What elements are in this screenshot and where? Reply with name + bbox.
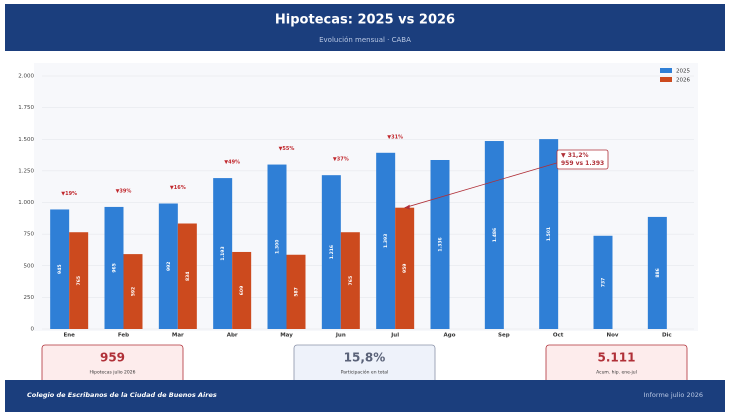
value-label: 959 [402, 264, 408, 273]
bar [177, 223, 197, 329]
footer-left: Colegio de Escribanos de la Ciudad de Bu… [27, 391, 217, 399]
value-label: 834 [185, 272, 191, 281]
x-tick-label: May [280, 333, 293, 339]
value-label: 1.300 [275, 240, 281, 254]
bar [376, 152, 396, 329]
change-label: ▼31% [387, 134, 403, 140]
change-label: ▼39% [116, 188, 132, 194]
x-tick-label: Sep [498, 333, 510, 339]
y-tick-label: 250 [24, 295, 35, 301]
bar [286, 254, 306, 329]
bar [213, 178, 233, 329]
value-label: 737 [601, 278, 607, 287]
x-tick-label: Mar [172, 333, 184, 339]
y-tick-label: 1.250 [18, 168, 34, 174]
x-tick-label: Jul [390, 333, 399, 339]
change-label: ▼55% [279, 146, 295, 152]
bar [395, 207, 415, 329]
title: Hipotecas: 2025 vs 2026 [275, 13, 455, 28]
bar [158, 203, 178, 329]
change-label: ▼37% [333, 157, 349, 163]
bar [430, 159, 450, 329]
kpi-value: 959 [100, 351, 125, 365]
x-tick-label: Dic [662, 333, 672, 339]
callout-arrow [404, 161, 561, 209]
subtitle: Evolución mensual · CABA [319, 36, 411, 44]
change-label: ▼16% [170, 185, 186, 191]
legend-label: 2026 [676, 78, 690, 84]
header-bg [5, 4, 725, 51]
bar [593, 235, 613, 329]
arrow-head [404, 204, 410, 210]
y-tick-label: 2.000 [18, 74, 34, 80]
x-tick-label: Feb [118, 333, 129, 339]
value-label: 587 [294, 287, 300, 296]
value-label: 1.216 [329, 245, 335, 259]
value-label: 765 [76, 276, 82, 285]
bar [50, 209, 70, 329]
y-tick-label: 500 [24, 263, 35, 269]
value-label: 1.193 [220, 246, 226, 260]
bar [267, 164, 287, 329]
kpi-value: 15,8% [344, 351, 386, 365]
footer-right: Informe julio 2026 [644, 391, 703, 399]
value-label: 1.486 [492, 228, 498, 242]
kpi-row: 959 Hipotecas julio 2026 15,8% Participació… [41, 344, 688, 386]
value-label: 886 [655, 268, 661, 277]
bar [321, 175, 341, 329]
change-label: ▼19% [61, 191, 77, 197]
legend-swatch [660, 77, 672, 82]
value-label: 945 [57, 265, 63, 274]
value-label: 592 [131, 287, 137, 296]
bar [69, 232, 89, 329]
change-label: ▼49% [224, 160, 240, 166]
x-tick-label: Jun [335, 333, 346, 339]
x-tick-label: Ago [444, 333, 456, 339]
x-tick-label: Ene [63, 333, 75, 339]
y-tick-label: 1.000 [18, 200, 34, 206]
legend-label: 2025 [676, 69, 690, 75]
value-label: 765 [348, 276, 354, 285]
legend-swatch [660, 68, 672, 73]
bar [340, 232, 360, 329]
bar [232, 251, 252, 329]
kpi-label: Participación en total [341, 369, 389, 376]
footer-bg [5, 380, 725, 412]
bar [647, 216, 667, 329]
value-label: 992 [166, 262, 172, 271]
x-tick-label: Nov [607, 333, 619, 339]
callout-text: ▼ 31,2% [561, 152, 589, 159]
value-label: 1.501 [546, 227, 552, 241]
bar [123, 254, 143, 329]
callout-box [556, 149, 609, 170]
y-tick-label: 750 [24, 232, 35, 238]
x-tick-label: Abr [227, 333, 238, 339]
y-tick-label: 1.500 [18, 137, 34, 143]
y-tick-label: 0 [31, 327, 35, 333]
value-label: 1.393 [383, 234, 389, 248]
y-tick-label: 1.750 [18, 105, 34, 111]
kpi-value: 5.111 [598, 351, 636, 365]
value-label: 609 [239, 286, 245, 295]
value-label: 1.336 [438, 237, 444, 251]
bar [539, 139, 559, 329]
bar [104, 206, 124, 329]
bar [484, 141, 504, 329]
value-label: 965 [112, 263, 118, 272]
kpi-label: Hipotecas julio 2026 [89, 370, 135, 376]
kpi-label: Acum. hip. ene-jul [596, 370, 637, 376]
x-tick-label: Oct [553, 333, 564, 339]
callout-text: 959 vs 1.393 [561, 160, 604, 167]
